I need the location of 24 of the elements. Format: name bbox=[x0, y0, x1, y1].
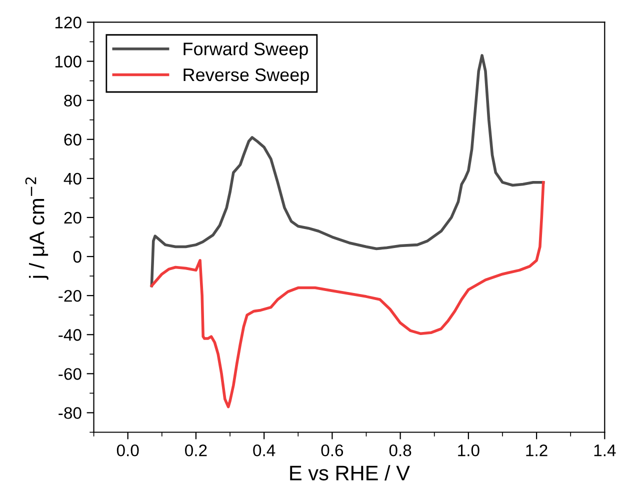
y-tick-label: -40 bbox=[58, 329, 82, 341]
x-tick-label: 1.4 bbox=[594, 444, 616, 456]
line-series bbox=[150, 180, 545, 408]
y-tick-label: 40 bbox=[64, 172, 82, 185]
legend-label: Reverse Sweep bbox=[184, 68, 309, 85]
y-tick-label: 20 bbox=[64, 212, 82, 224]
y-tick-label: 100 bbox=[55, 56, 82, 68]
y-tick-label: 80 bbox=[64, 94, 82, 107]
x-tick-label: 0.2 bbox=[185, 444, 207, 456]
y-tick-label: -20 bbox=[58, 290, 82, 302]
legend-label: Forward Sweep bbox=[184, 42, 308, 59]
x-axis-title: E vs RHE / V bbox=[290, 465, 410, 480]
y-axis-title: j / μA cm$^{−2}$ bbox=[25, 177, 48, 280]
y-tick-label: 120 bbox=[55, 16, 82, 28]
x-tick-label: 0.4 bbox=[253, 444, 276, 456]
x-tick-label: 0.6 bbox=[321, 444, 344, 456]
y-tick-label: 0 bbox=[73, 250, 82, 263]
y-tick-label: -80 bbox=[58, 407, 82, 419]
y-tick-label: 60 bbox=[64, 134, 82, 146]
x-tick-label: 1.0 bbox=[458, 444, 480, 456]
x-tick-label: 0.0 bbox=[116, 444, 139, 456]
x-tick-label: 0.8 bbox=[389, 444, 412, 456]
y-tick-label: -60 bbox=[58, 368, 82, 380]
x-tick-label: 1.2 bbox=[526, 444, 548, 456]
